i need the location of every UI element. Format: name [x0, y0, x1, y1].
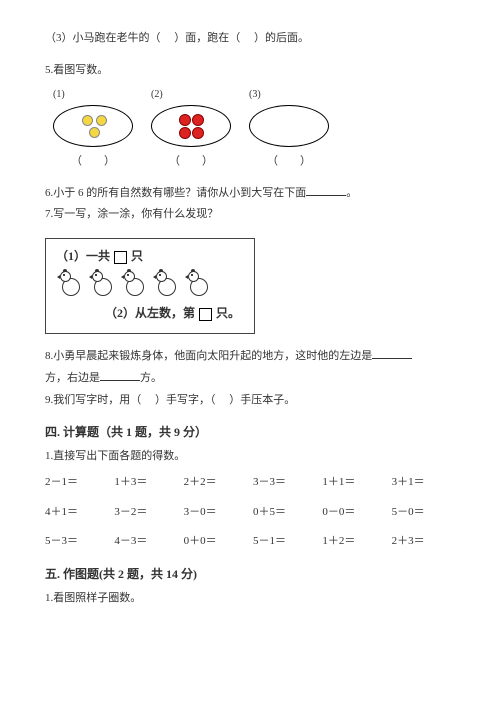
- q3-a: （3）小马跑在老牛的（: [45, 32, 161, 44]
- calc-cell: 5－1＝: [253, 533, 316, 551]
- calc-cell: 3－3＝: [253, 474, 316, 492]
- q8-text: 8.小勇早晨起来锻炼身体，他面向太阳升起的地方，这时他的左边是: [45, 348, 455, 366]
- q8-blank2: [100, 370, 140, 381]
- q5-title: 5.看图写数。: [45, 62, 455, 80]
- chick-icon: [154, 270, 180, 298]
- chick-icon: [186, 270, 212, 298]
- q9-text: 9.我们写字时，用（ ）手写字，（ ）手压本子。: [45, 392, 455, 410]
- square-icon: [199, 308, 212, 321]
- q9-b: ）手写字，（: [155, 394, 216, 406]
- calc-cell: 1＋2＝: [322, 533, 385, 551]
- calc-cell: 4－3＝: [114, 533, 177, 551]
- calc-cell: 2＋2＝: [184, 474, 247, 492]
- chick-row: [58, 270, 244, 298]
- q5-label-3: (3): [249, 87, 261, 103]
- sec4-heading: 四. 计算题（共 1 题，共 9 分）: [45, 423, 455, 442]
- q5-label-2: (2): [151, 87, 163, 103]
- calc-cell: 1＋1＝: [322, 474, 385, 492]
- q5-fig-3: (3) （ ）: [249, 87, 329, 171]
- q5-paren-1: （ ）: [71, 153, 115, 171]
- q5-paren-2: （ ）: [169, 153, 213, 171]
- q5-fig-1: (1) （ ）: [53, 87, 133, 171]
- box-line2: （2）从左数，第 只。: [56, 304, 244, 323]
- q6-end: 。: [346, 187, 357, 199]
- q3-b: ）面，跑在（: [174, 32, 240, 44]
- box-line1-a: （1）一共: [56, 249, 110, 263]
- q9-c: ）手压本子。: [229, 394, 295, 406]
- box-line2-a: （2）从左数，第: [105, 306, 195, 320]
- calc-cell: 0＋5＝: [253, 504, 316, 522]
- q6-blank: [306, 185, 346, 196]
- sec4-sub: 1.直接写出下面各题的得数。: [45, 448, 455, 466]
- chick-icon: [58, 270, 84, 298]
- calc-cell: 2－1＝: [45, 474, 108, 492]
- calc-cell: 3＋1＝: [392, 474, 455, 492]
- calc-cell: 0＋0＝: [184, 533, 247, 551]
- q5-label-1: (1): [53, 87, 65, 103]
- oval-1: [53, 105, 133, 147]
- square-icon: [114, 251, 127, 264]
- calc-grid: 2－1＝ 1＋3＝ 2＋2＝ 3－3＝ 1＋1＝ 3＋1＝ 4＋1＝ 3－2＝ …: [45, 474, 455, 551]
- chick-icon: [122, 270, 148, 298]
- calc-cell: 3－2＝: [114, 504, 177, 522]
- oval-2: [151, 105, 231, 147]
- calc-cell: 2＋3＝: [392, 533, 455, 551]
- q8-c: 方。: [140, 372, 162, 384]
- box-line2-b: 只。: [216, 306, 240, 320]
- calc-cell: 0－0＝: [322, 504, 385, 522]
- q5-paren-3: （ ）: [267, 153, 311, 171]
- box-line1-b: 只: [131, 249, 143, 263]
- chick-icon: [90, 270, 116, 298]
- q8-a: 8.小勇早晨起来锻炼身体，他面向太阳升起的地方，这时他的左边是: [45, 350, 372, 362]
- calc-cell: 5－3＝: [45, 533, 108, 551]
- q5-figures: (1) （ ） (2) （ ） (3) （ ）: [53, 87, 455, 171]
- q9-a: 9.我们写字时，用（: [45, 394, 141, 406]
- oval-3: [249, 105, 329, 147]
- q7-box: （1）一共 只 （2）从左数，第 只。: [45, 238, 255, 334]
- q8-blank1: [372, 348, 412, 359]
- calc-cell: 4＋1＝: [45, 504, 108, 522]
- q8-b: 方，右边是: [45, 372, 100, 384]
- q8-text2: 方，右边是 方。: [45, 370, 455, 388]
- q6-main: 6.小于 6 的所有自然数有哪些？请你从小到大写在下面: [45, 187, 306, 199]
- q3-text: （3）小马跑在老牛的（ ）面，跑在（ ）的后面。: [45, 32, 309, 44]
- q3-c: ）的后面。: [254, 32, 309, 44]
- q5-fig-2: (2) （ ）: [151, 87, 231, 171]
- box-line1: （1）一共 只: [56, 247, 244, 266]
- sec5-heading: 五. 作图题(共 2 题，共 14 分): [45, 565, 455, 584]
- calc-cell: 3－0＝: [184, 504, 247, 522]
- q7-text: 7.写一写，涂一涂，你有什么发现？: [45, 206, 455, 224]
- calc-cell: 5－0＝: [392, 504, 455, 522]
- calc-cell: 1＋3＝: [114, 474, 177, 492]
- sec5-sub: 1.看图照样子圈数。: [45, 590, 455, 608]
- q6-text: 6.小于 6 的所有自然数有哪些？请你从小到大写在下面 。: [45, 185, 455, 203]
